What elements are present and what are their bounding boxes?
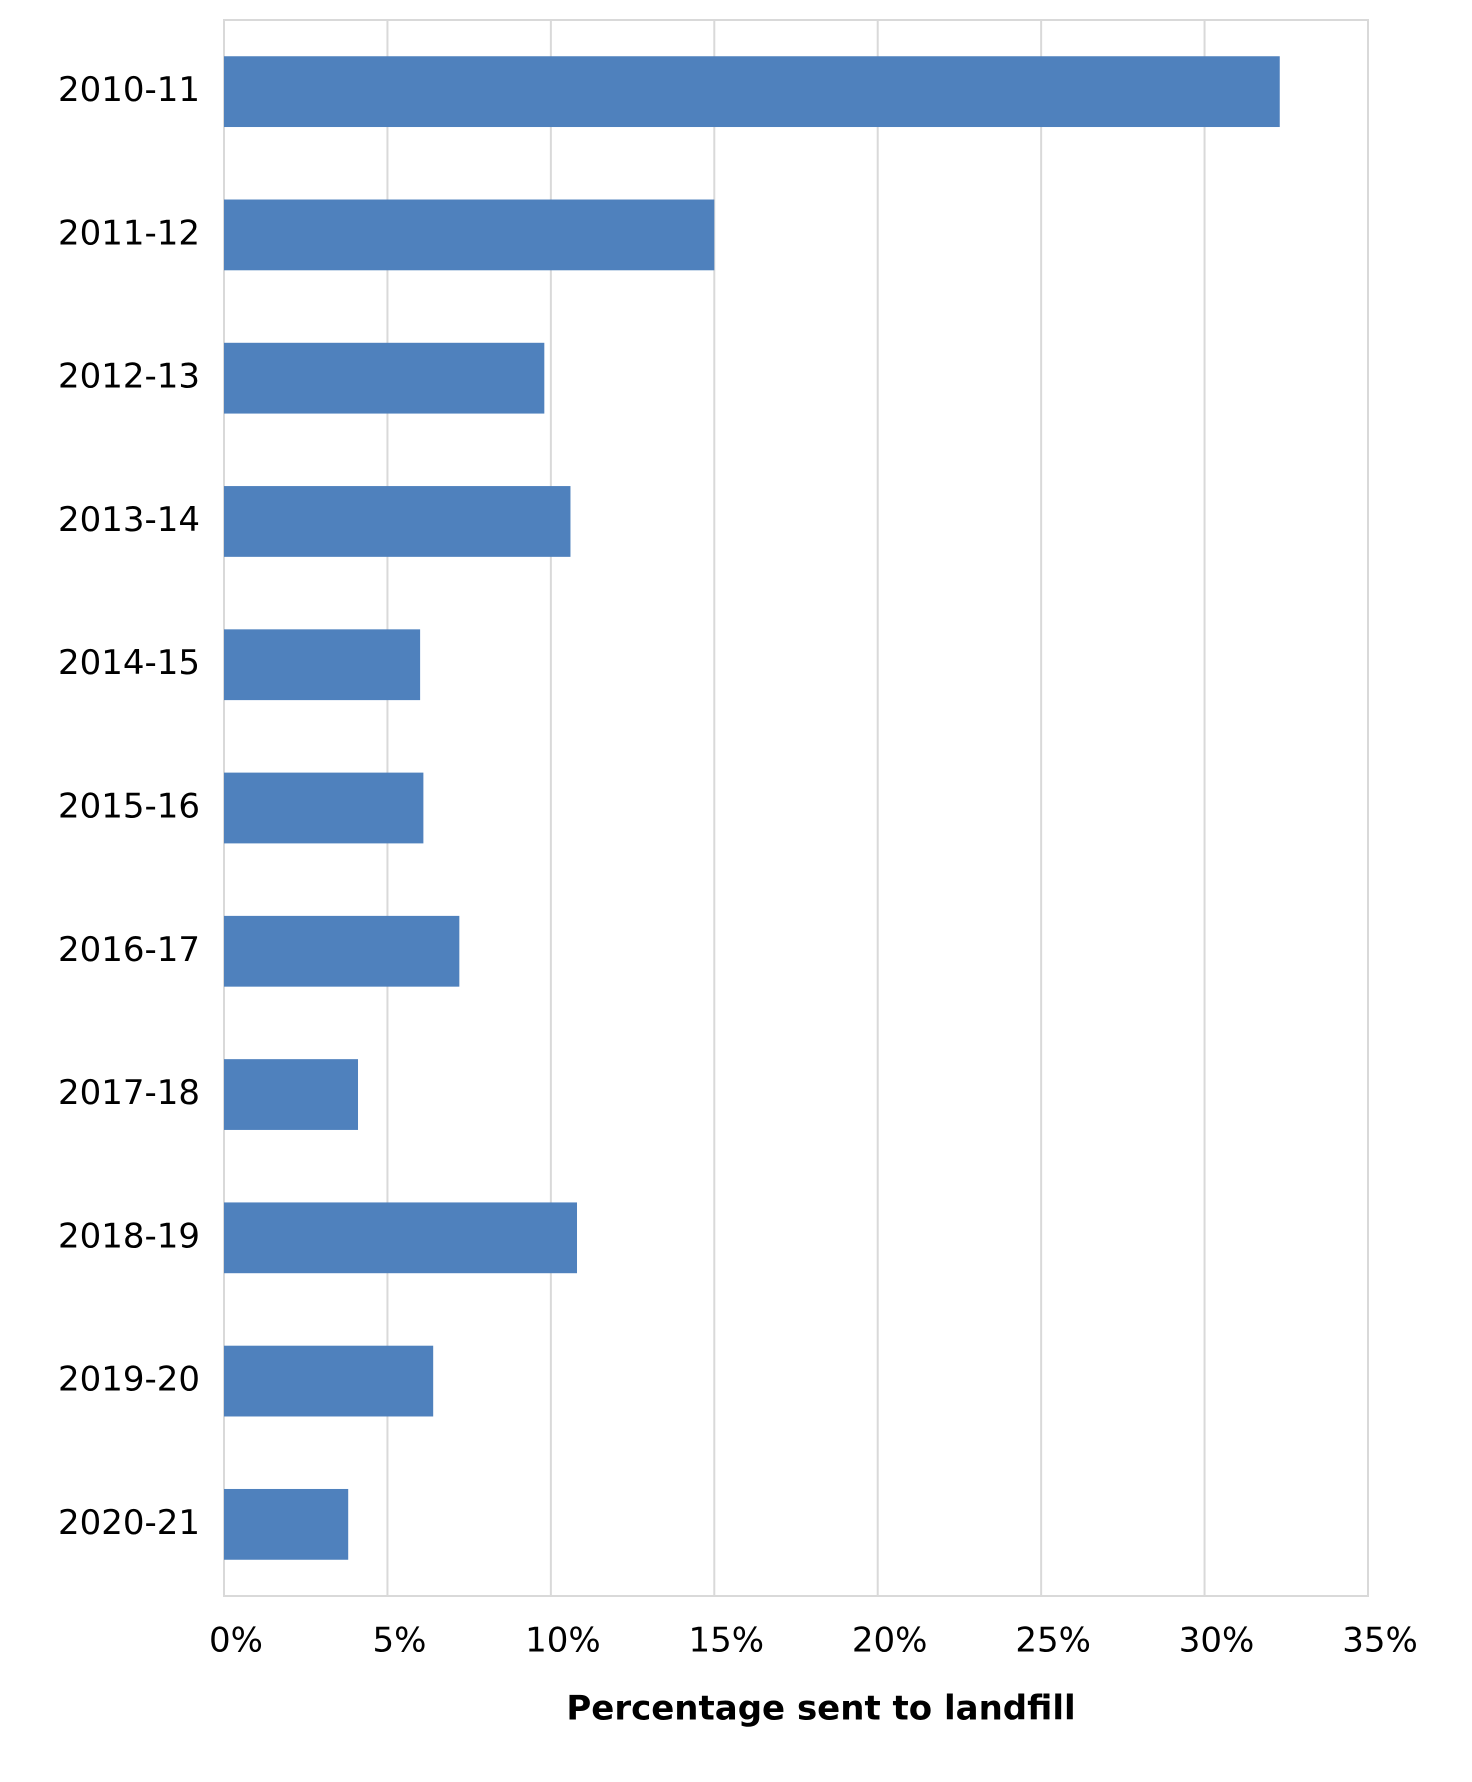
bar bbox=[224, 1488, 349, 1560]
x-tick-label: 35% bbox=[1342, 1621, 1418, 1661]
bar bbox=[224, 486, 571, 557]
bar bbox=[224, 56, 1280, 128]
bar bbox=[224, 1202, 578, 1274]
x-axis-title: Percentage sent to landfill bbox=[566, 1689, 1075, 1729]
bar bbox=[224, 629, 421, 701]
y-tick-label: 2013-14 bbox=[58, 500, 200, 540]
bar bbox=[224, 915, 460, 987]
x-tick-label: 20% bbox=[852, 1621, 928, 1661]
bar bbox=[224, 1345, 434, 1417]
bar bbox=[224, 1059, 359, 1130]
x-tick-label: 5% bbox=[372, 1621, 426, 1661]
y-tick-label: 2014-15 bbox=[58, 643, 200, 683]
bar bbox=[224, 772, 424, 844]
y-tick-label: 2019-20 bbox=[58, 1360, 200, 1400]
x-tick-label: 10% bbox=[525, 1621, 601, 1661]
y-tick-label: 2016-17 bbox=[58, 930, 200, 970]
y-tick-label: 2012-13 bbox=[58, 357, 200, 397]
bar bbox=[224, 342, 545, 414]
y-tick-label: 2010-11 bbox=[58, 70, 200, 110]
y-tick-label: 2017-18 bbox=[58, 1073, 200, 1113]
x-tick-label: 25% bbox=[1015, 1621, 1091, 1661]
y-tick-label: 2020-21 bbox=[58, 1503, 200, 1543]
y-tick-label: 2015-16 bbox=[58, 787, 200, 827]
y-tick-label: 2011-12 bbox=[58, 213, 200, 253]
x-tick-label: 0% bbox=[209, 1621, 263, 1661]
bar bbox=[224, 199, 715, 271]
y-tick-label: 2018-19 bbox=[58, 1216, 200, 1256]
x-tick-label: 30% bbox=[1179, 1621, 1255, 1661]
x-tick-label: 15% bbox=[688, 1621, 764, 1661]
